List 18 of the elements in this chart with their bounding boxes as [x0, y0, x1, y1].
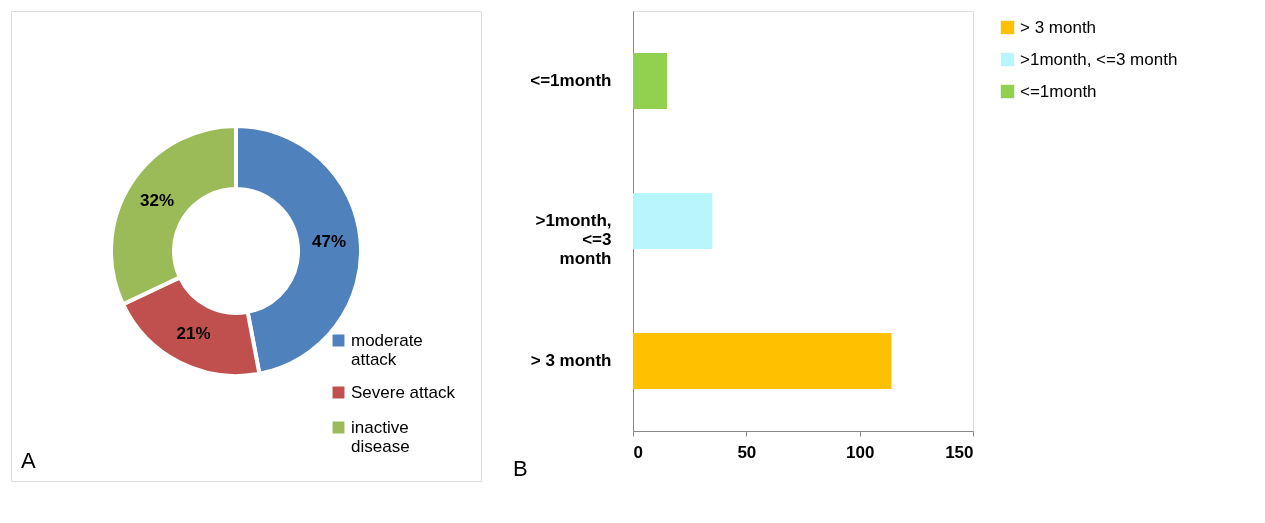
legend-label: Severe attack — [351, 382, 456, 402]
legend-label: moderate attack — [351, 330, 423, 369]
y-tick-label: <=1month — [530, 71, 612, 90]
legend-label: >1month, <=3 month — [1020, 49, 1178, 69]
data-label: 21% — [176, 324, 211, 344]
data-label: 32% — [140, 190, 175, 210]
legend-label: <=1month — [1020, 81, 1097, 101]
y-tick-label: >1month, <=3 month — [535, 211, 612, 268]
x-tick-label: 50 — [737, 442, 757, 462]
text: A — [21, 448, 36, 473]
x-tick-label: 150 — [945, 442, 974, 462]
x-tick-label: 100 — [845, 442, 875, 462]
data-label: 47% — [312, 232, 347, 252]
legend-label: > 3 month — [1020, 17, 1097, 37]
y-tick-label: > 3 month — [530, 351, 612, 370]
x-tick-label: 0 — [633, 442, 643, 462]
text: B — [513, 456, 528, 481]
legend-label: inactive disease — [351, 417, 410, 456]
